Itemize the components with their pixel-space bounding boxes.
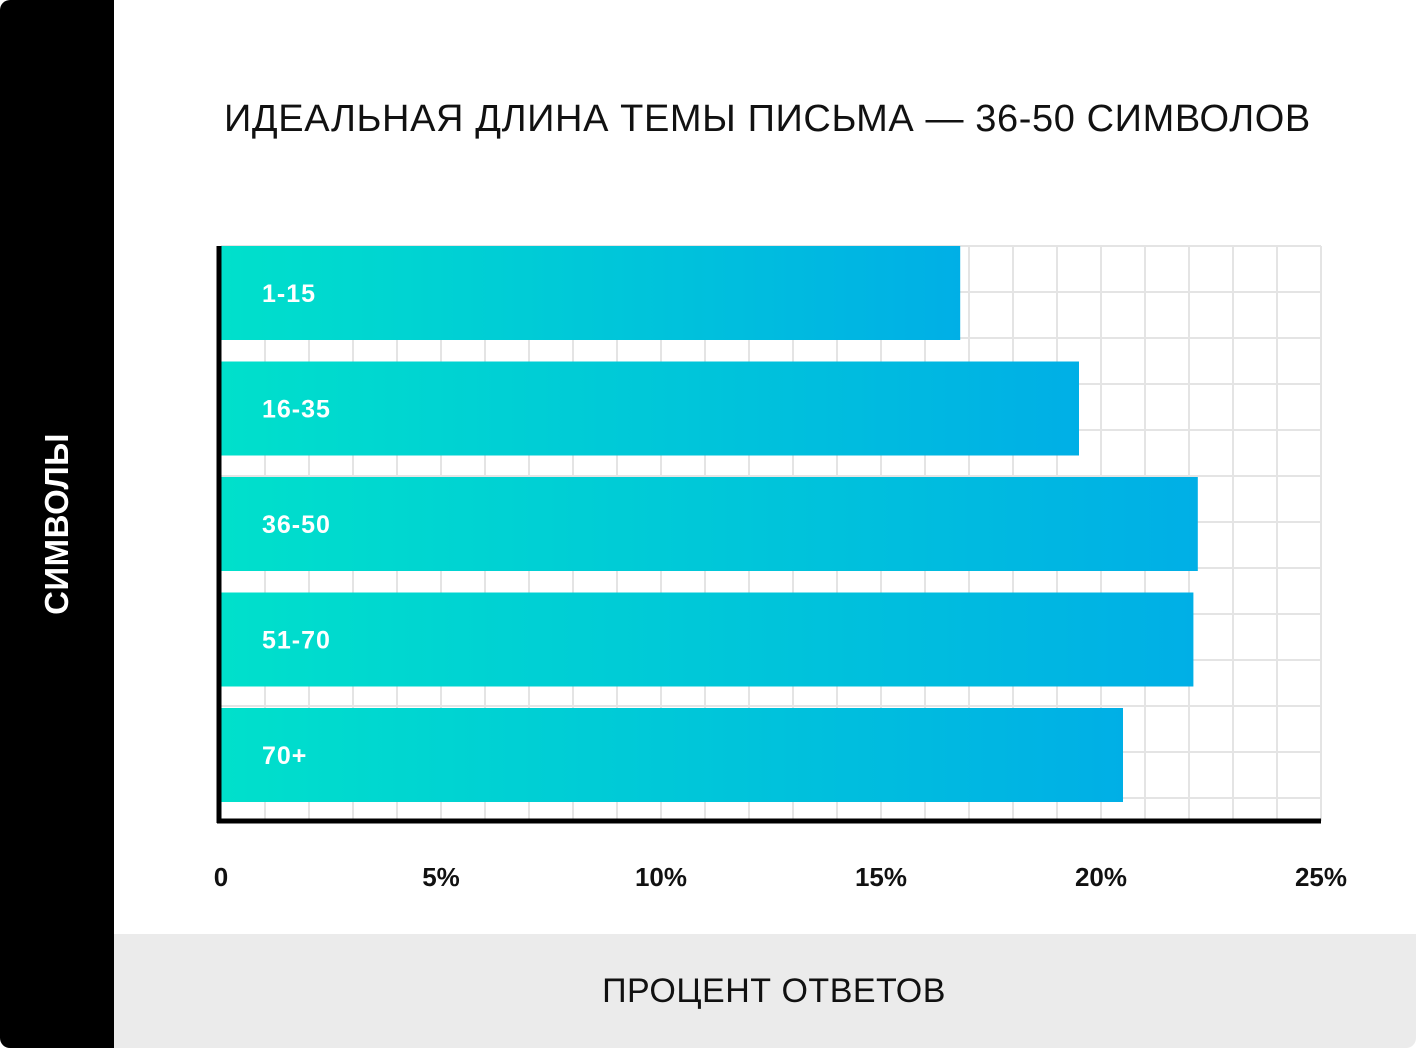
x-axis-label: ПРОЦЕНТ ОТВЕТОВ — [602, 971, 946, 1010]
category-label: 1-15 — [262, 280, 316, 308]
y-axis-band: СИМВОЛЫ — [0, 0, 114, 1048]
x-tick-label: 10% — [635, 862, 687, 892]
bar-chart: 1-15 16-35 36-50 51-70 70+ 0 5% 10% 15% 20% 25% — [214, 245, 1347, 892]
axes — [216, 246, 1321, 824]
bar-70+ — [221, 708, 1123, 802]
chart-title: ИДЕАЛЬНАЯ ДЛИНА ТЕМЫ ПИСЬМА — 36-50 СИМВ… — [224, 98, 1311, 140]
bar-1-15 — [221, 246, 961, 340]
bar-36-50 — [221, 477, 1198, 571]
x-tick-label: 15% — [855, 862, 907, 892]
bars: 1-15 16-35 36-50 51-70 70+ — [221, 246, 1198, 802]
x-tick-label: 20% — [1075, 862, 1127, 892]
category-label: 70+ — [262, 742, 307, 770]
category-label: 36-50 — [262, 511, 331, 539]
bar-16-35 — [221, 361, 1079, 456]
x-tick-label: 0 — [214, 862, 228, 892]
category-label: 16-35 — [262, 396, 331, 424]
x-tick-label: 5% — [422, 862, 460, 892]
category-label: 51-70 — [262, 627, 331, 655]
x-tick-labels: 0 5% 10% 15% 20% 25% — [214, 862, 1347, 892]
x-axis-band: ПРОЦЕНТ ОТВЕТОВ — [114, 934, 1416, 1048]
x-tick-label: 25% — [1295, 862, 1347, 892]
bar-51-70 — [221, 592, 1194, 687]
